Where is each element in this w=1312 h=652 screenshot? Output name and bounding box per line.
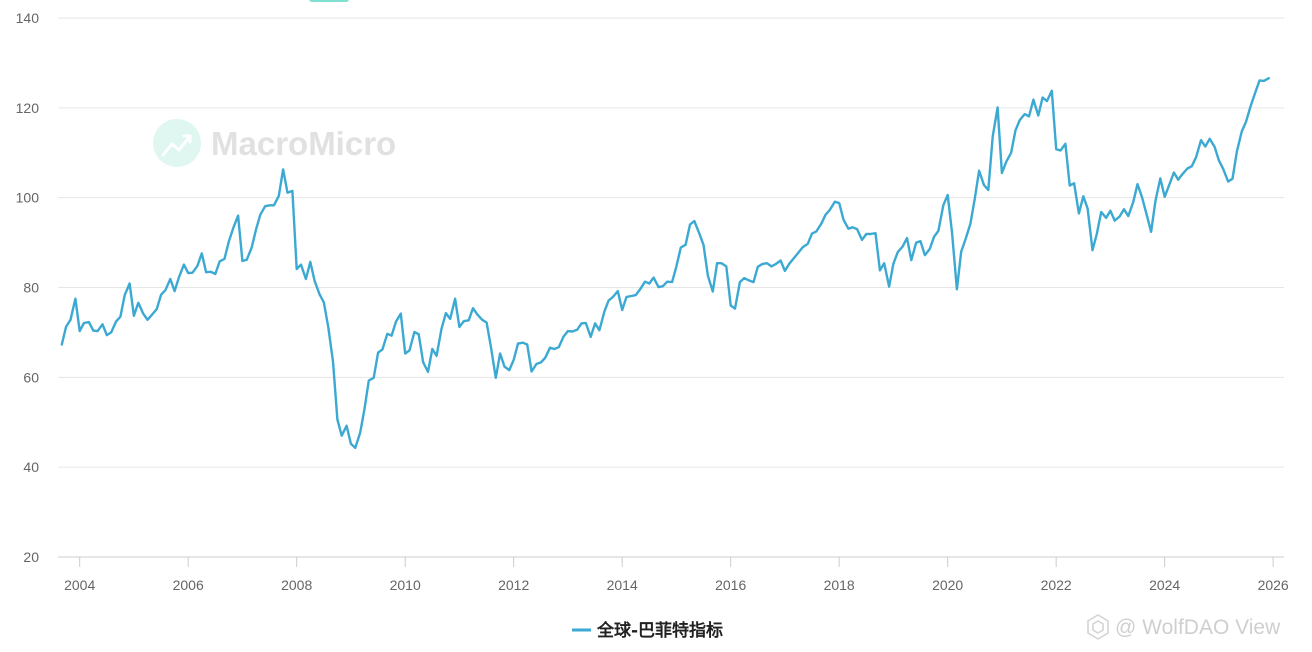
x-tick-label: 2006 bbox=[173, 577, 204, 593]
legend-label: 全球-巴菲特指标 bbox=[596, 620, 723, 641]
y-axis-ticks: 20 40 60 80 100 120 140 bbox=[16, 10, 40, 565]
y-tick-label: 60 bbox=[23, 369, 39, 385]
macromicro-watermark: MacroMicro bbox=[153, 119, 396, 167]
chart-growth-icon bbox=[153, 119, 201, 167]
x-tick-label: 2026 bbox=[1258, 577, 1289, 593]
x-tick-label: 2008 bbox=[281, 577, 312, 593]
y-tick-label: 20 bbox=[23, 549, 39, 565]
x-tick-label: 2014 bbox=[607, 577, 638, 593]
x-tick-label: 2004 bbox=[64, 577, 95, 593]
y-tick-label: 40 bbox=[23, 459, 39, 475]
y-tick-label: 80 bbox=[23, 280, 39, 296]
y-gridlines bbox=[58, 17, 1284, 468]
source-credit: @ WolfDAO View bbox=[1087, 614, 1281, 640]
legend[interactable]: 全球-巴菲特指标 bbox=[572, 620, 723, 641]
x-axis-ticks: 2004 2006 2008 2010 2012 2014 2016 2018 2020 2022… bbox=[64, 557, 1289, 593]
x-tick-label: 2018 bbox=[824, 577, 855, 593]
source-credit-text: @ WolfDAO View bbox=[1115, 616, 1281, 639]
x-tick-label: 2020 bbox=[932, 577, 963, 593]
cube-logo-icon bbox=[1087, 614, 1109, 640]
y-tick-label: 100 bbox=[16, 190, 40, 206]
watermark-text: MacroMicro bbox=[211, 125, 396, 162]
top-accent-tab[interactable] bbox=[309, 0, 349, 2]
x-tick-label: 2024 bbox=[1149, 577, 1180, 593]
x-tick-label: 2012 bbox=[498, 577, 529, 593]
x-tick-label: 2016 bbox=[715, 577, 746, 593]
x-tick-label: 2022 bbox=[1041, 577, 1072, 593]
x-tick-label: 2010 bbox=[390, 577, 421, 593]
y-tick-label: 140 bbox=[16, 10, 40, 26]
y-tick-label: 120 bbox=[16, 100, 40, 116]
series-line-global-buffett-indicator[interactable] bbox=[60, 76, 1271, 450]
